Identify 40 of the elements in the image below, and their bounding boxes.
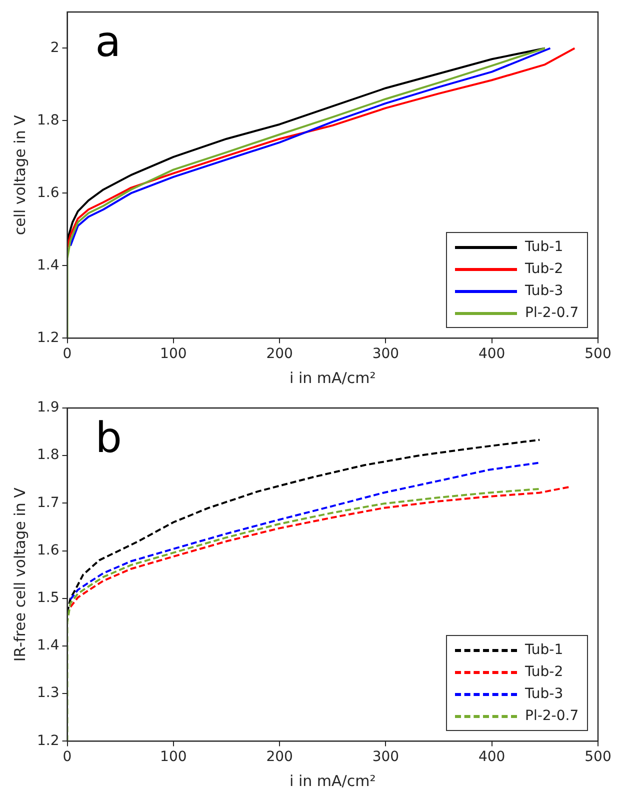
- y-tick-label: 1.6: [37, 542, 60, 558]
- x-tick-label: 100: [160, 346, 187, 362]
- x-tick-label: 400: [478, 749, 506, 766]
- x-tick-label: 0: [62, 346, 72, 362]
- x-tick-label: 200: [266, 749, 293, 766]
- legend-label: Tub-2: [525, 261, 564, 278]
- x-tick-label: 100: [160, 749, 187, 766]
- y-tick-label: 1.7: [37, 494, 60, 511]
- x-axis-title: i in mA/cm²: [290, 368, 376, 387]
- legend-label: Tub-1: [525, 239, 564, 256]
- y-tick-label: 1.4: [37, 638, 60, 654]
- x-axis-title: i in mA/cm²: [290, 772, 376, 790]
- x-tick-label: 300: [372, 346, 400, 362]
- line-series: [69, 462, 541, 600]
- x-tick-label: 300: [372, 749, 400, 766]
- y-tick-label: 1.4: [37, 257, 60, 274]
- y-tick-label: 1.6: [37, 184, 60, 201]
- legend-label: Tub-2: [525, 664, 564, 680]
- legend-label: Tub-1: [525, 642, 564, 658]
- annotation: a: [95, 16, 122, 66]
- y-tick-label: 1.5: [37, 590, 60, 606]
- legend-label: Pl-2-0.7: [525, 305, 579, 322]
- y-tick-label: 1.2: [37, 732, 60, 749]
- x-tick-label: 500: [584, 346, 612, 362]
- y-tick-label: 1.3: [37, 685, 60, 702]
- y-tick-label: 2: [50, 40, 60, 56]
- y-axis-title: IR-free cell voltage in V: [10, 486, 29, 662]
- x-tick-label: 500: [584, 749, 612, 766]
- y-tick-label: 1.9: [37, 400, 60, 416]
- x-tick-label: 400: [478, 346, 506, 362]
- x-tick-label: 200: [266, 346, 293, 362]
- legend-label: Pl-2-0.7: [525, 708, 579, 724]
- y-tick-label: 1.8: [37, 112, 60, 128]
- y-tick-label: 1.2: [37, 330, 60, 346]
- y-axis-title: cell voltage in V: [10, 114, 29, 236]
- y-tick-label: 1.8: [37, 447, 60, 464]
- annotation: b: [95, 412, 122, 462]
- legend-label: Tub-3: [525, 686, 564, 702]
- legend-label: Tub-3: [525, 283, 564, 300]
- x-tick-label: 0: [62, 749, 72, 766]
